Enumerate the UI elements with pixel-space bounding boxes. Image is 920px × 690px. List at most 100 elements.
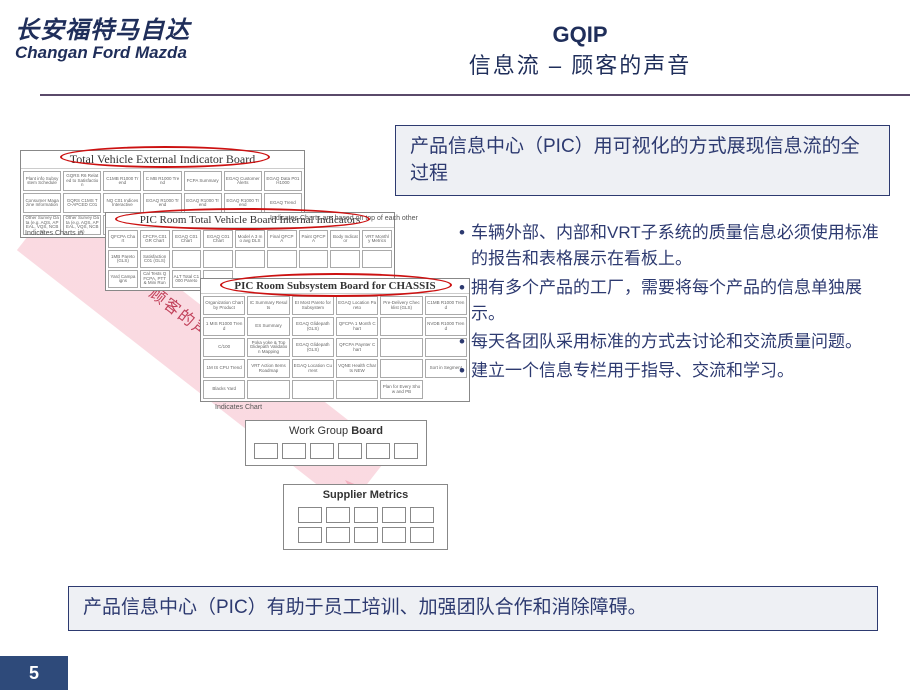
page-number-tab: 5 — [0, 656, 68, 690]
board-cell: Final QFCPA — [267, 230, 297, 248]
highlight-circle-3 — [220, 273, 452, 297]
board-cell: Cal Tests QFCPA, PTT & Mini Run — [140, 270, 170, 288]
board-cell — [310, 443, 334, 459]
board-cell — [338, 443, 362, 459]
bullet-item: 每天各团队采用标准的方式去讨论和交流质量问题。 — [459, 329, 895, 355]
board-work-group: Work Group Board — [245, 420, 427, 466]
board-cell: EI Most Pareto for Subsystem — [292, 296, 334, 315]
highlight-circle-1 — [60, 146, 270, 168]
board-cell: VRT Monthly Metrics — [362, 230, 392, 248]
board-cell: NQ C01 Indices Interactive — [103, 193, 141, 213]
board-cell: 1M IS CPU Trend — [203, 359, 245, 378]
board-cell: Model A 3 mo avg DLS — [235, 230, 265, 248]
board-cell — [330, 250, 360, 268]
info-box-bottom-text: 产品信息中心（PIC）有助于员工培训、加强团队合作和消除障碍。 — [83, 597, 647, 618]
board-cell: ALT Total C1000 Pareto — [172, 270, 202, 288]
board-cell — [203, 250, 233, 268]
board-cell — [298, 527, 322, 543]
board-cell — [366, 443, 390, 459]
board-cell — [362, 250, 392, 268]
board-cell — [326, 507, 350, 523]
board-cell: C1MB R1000 Trend — [103, 171, 141, 191]
bullet-item: 车辆外部、内部和VRT子系统的质量信息必须使用标准的报告和表格展示在看板上。 — [459, 220, 895, 273]
header-divider — [40, 94, 910, 96]
board-cell: Paint QFCPA — [299, 230, 329, 248]
board-cell — [410, 527, 434, 543]
board-cell: Consumer Magazine Information — [23, 193, 61, 213]
board-cell — [254, 443, 278, 459]
board-cell — [410, 507, 434, 523]
board-cell — [354, 507, 378, 523]
slide-header: 长安福特马自达 Changan Ford Mazda GQIP 信息流 – 顾客… — [0, 0, 920, 94]
board-cell: QFCPA Chart — [108, 230, 138, 248]
board-cell-grid: Organization Chart by ProductIC Summary … — [201, 294, 469, 401]
board-cell — [299, 250, 329, 268]
bullet-item: 建立一个信息专栏用于指导、交流和学习。 — [459, 358, 895, 384]
board-cell — [354, 527, 378, 543]
board-cell — [382, 527, 406, 543]
board-supplier-metrics: Supplier Metrics — [283, 484, 448, 550]
bullet-item: 拥有多个产品的工厂，需要将每个产品的信息单独展示。 — [459, 275, 895, 328]
board-cell — [326, 527, 350, 543]
board-cell — [282, 443, 306, 459]
board-cell — [336, 380, 378, 399]
highlight-circle-2 — [115, 208, 370, 230]
board-cell: IC Summary Results — [247, 296, 289, 315]
board-cell: Poka yoke & Top Glidepath Validation Map… — [247, 338, 289, 357]
board-cell: VRT Action Items Roadmap — [247, 359, 289, 378]
board-cell: Plan for Every Show and PB — [380, 380, 422, 399]
board-footer-note: Indicates Chart — [215, 404, 262, 411]
board-footer-note: Indicates Charts in — [25, 230, 83, 237]
page-number: 5 — [29, 663, 39, 684]
bullet-list: 车辆外部、内部和VRT子系统的质量信息必须使用标准的报告和表格展示在看板上。拥有… — [445, 220, 895, 386]
board-cell: EGAQ Location Pareto — [336, 296, 378, 315]
board-cell: EGAQ Glidepath (GLS) — [292, 338, 334, 357]
board-title: Work Group Board — [246, 421, 426, 443]
board-cell-row — [284, 507, 447, 549]
board-cell: Plant info Subsystem Schedule — [23, 171, 61, 191]
board-cell: EGAQ Location Current — [292, 359, 334, 378]
board-cell: CFCPA C01 GR Chart — [140, 230, 170, 248]
board-cell — [292, 380, 334, 399]
board-cell: EGAQ Glidepath (GLS) — [292, 317, 334, 336]
board-cell: ES Summary — [247, 317, 289, 336]
board-cell — [382, 507, 406, 523]
board-cell: EGAQ C01 Chart — [203, 230, 233, 248]
board-cell: QFCPA Paynter Chart — [336, 338, 378, 357]
board-cell — [380, 359, 422, 378]
board-cell: QFCPA 1 Month Chart — [336, 317, 378, 336]
board-title: Supplier Metrics — [284, 485, 447, 507]
board-cell: Blacks Yard — [203, 380, 245, 399]
board-cell: Satisfaction C01 (GLS) — [140, 250, 170, 268]
boards-diagram: 顾客的声音 Total Vehicle External Indicator B… — [20, 150, 400, 570]
board-cell: EGAQ Data P01 H1000 — [264, 171, 302, 191]
board-cell: Body Indicator — [330, 230, 360, 248]
board-cell — [267, 250, 297, 268]
board-title-plain: Work Group — [289, 425, 351, 437]
board-cell — [172, 250, 202, 268]
board-cell — [394, 443, 418, 459]
board-cell — [380, 338, 422, 357]
board-cell: 1 MIS R1000 Trend — [203, 317, 245, 336]
board-cell — [247, 380, 289, 399]
board-cell — [298, 507, 322, 523]
board-cell: Organization Chart by Product — [203, 296, 245, 315]
info-box-bottom: 产品信息中心（PIC）有助于员工培训、加强团队合作和消除障碍。 — [68, 586, 878, 631]
slide-title-block: GQIP 信息流 – 顾客的声音 — [280, 22, 880, 80]
board-cell: GQRS R6 Related to Satisfaction — [63, 171, 101, 191]
slide-title-main: GQIP — [280, 22, 880, 48]
board-cell: EGAQ Customer Alerts — [224, 171, 262, 191]
board-cell-row — [246, 443, 426, 465]
board-cell: VQNE Health Charts NEW — [336, 359, 378, 378]
info-box-top: 产品信息中心（PIC）用可视化的方式展现信息流的全过程 — [395, 125, 890, 196]
board-title-bold: Board — [351, 425, 383, 437]
info-box-top-text: 产品信息中心（PIC）用可视化的方式展现信息流的全过程 — [410, 136, 860, 184]
board-cell — [380, 317, 422, 336]
board-cell: Yard Campaigns — [108, 270, 138, 288]
board-cell — [235, 250, 265, 268]
board-cell: 1MB Pareto (GLS) — [108, 250, 138, 268]
board-cell: EGAQ C01 Chart — [172, 230, 202, 248]
board-cell: FCPA Summary — [184, 171, 222, 191]
board-cell: C MB R1000 Trend — [143, 171, 181, 191]
board-cell: Pre-Delivery Checklist (GLS) — [380, 296, 422, 315]
